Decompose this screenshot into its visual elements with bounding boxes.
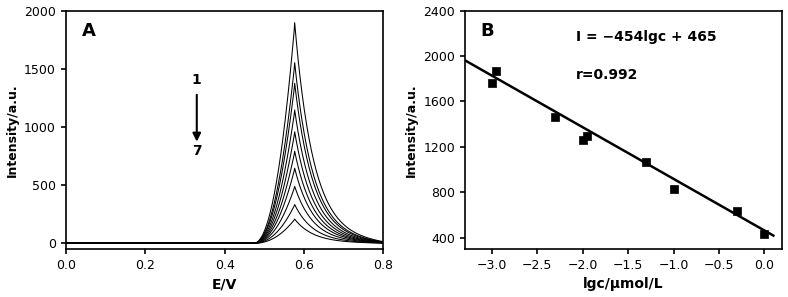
Point <box>667 187 680 191</box>
Y-axis label: Intensity/a.u.: Intensity/a.u. <box>404 83 418 177</box>
Text: B: B <box>481 23 494 40</box>
X-axis label: lgc/μmol/L: lgc/μmol/L <box>583 277 663 291</box>
Text: I = −454lgc + 465: I = −454lgc + 465 <box>576 30 716 44</box>
Text: 7: 7 <box>192 144 202 158</box>
Text: r=0.992: r=0.992 <box>576 68 638 82</box>
Point <box>490 68 503 73</box>
Point <box>576 138 589 143</box>
Text: 1: 1 <box>192 73 202 87</box>
Text: A: A <box>82 23 95 40</box>
Point <box>640 159 652 164</box>
Point <box>730 208 743 213</box>
X-axis label: E/V: E/V <box>212 277 237 291</box>
Point <box>758 232 771 237</box>
Point <box>549 115 562 120</box>
Point <box>485 81 498 86</box>
Y-axis label: Intensity/a.u.: Intensity/a.u. <box>6 83 19 177</box>
Point <box>581 133 593 138</box>
